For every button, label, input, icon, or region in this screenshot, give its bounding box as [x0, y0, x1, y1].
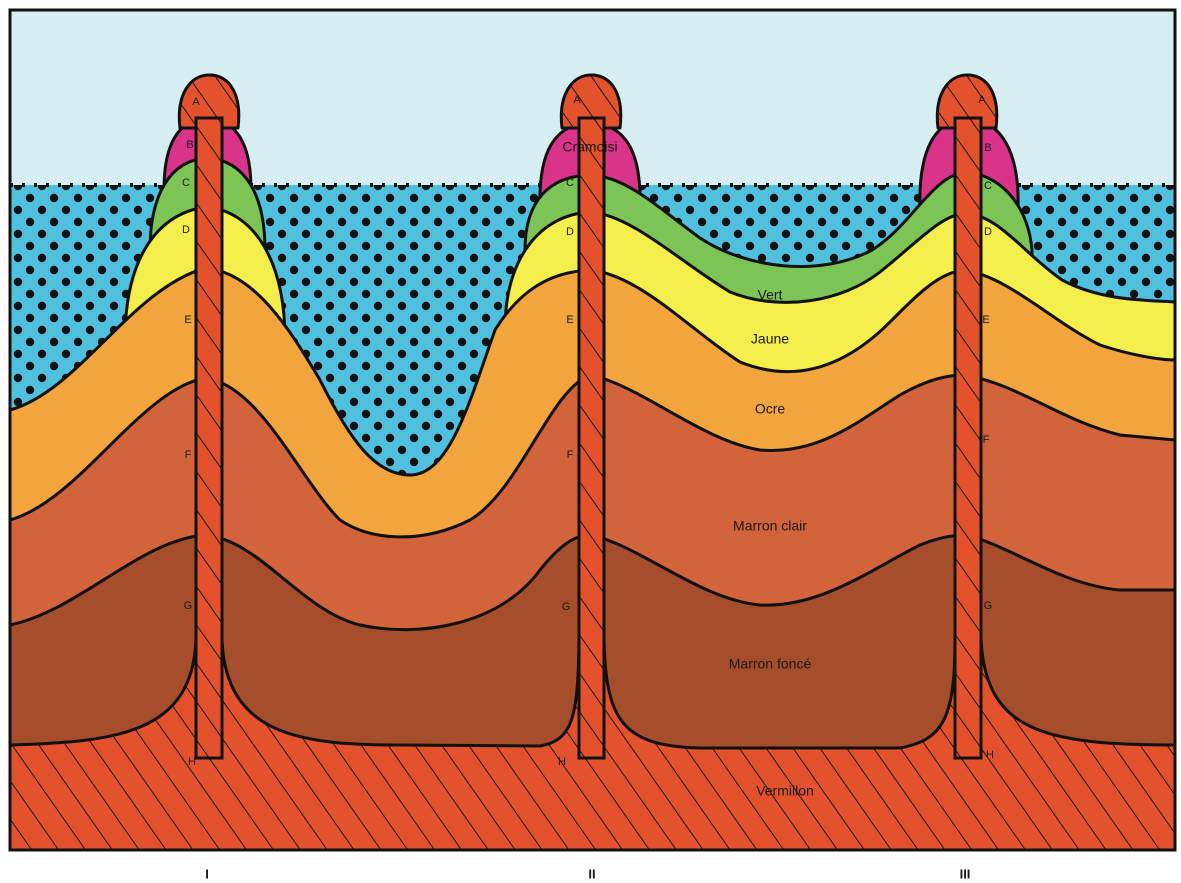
diagram: A B C D E F G H I A C D E F G H II A B C D E F G H III Cramoisi Ver… [0, 0, 1181, 883]
layer-marker: E [184, 314, 191, 326]
layer-name: Marron clair [733, 518, 807, 534]
layer-marker: F [983, 434, 990, 446]
layer-marker: E [566, 314, 573, 326]
layer-marker: A [978, 94, 986, 106]
layer-name: Vert [758, 287, 783, 303]
layer-marker: D [984, 226, 992, 238]
column [579, 118, 604, 758]
column-label: II [588, 866, 595, 881]
layer-name: Cramoisi [562, 139, 617, 155]
layer-name: Marron foncé [729, 656, 812, 672]
layer-marker: H [558, 756, 566, 768]
layer-marker: B [186, 139, 193, 151]
layer-marker: G [984, 600, 993, 612]
layer-marker: G [562, 601, 571, 613]
layer-marker: D [182, 224, 190, 236]
column [196, 118, 222, 758]
layer-marker: C [182, 177, 190, 189]
layer-name: Vermillon [756, 783, 814, 799]
layer-marker: D [566, 226, 574, 238]
layer-marker: H [188, 756, 196, 768]
layer-marker: E [982, 314, 989, 326]
column-label: I [205, 866, 209, 881]
cross-section [10, 10, 1175, 850]
layer-marker: C [566, 177, 574, 189]
layer-marker: A [192, 96, 200, 108]
layer-name: Ocre [755, 401, 786, 417]
layer-marker: A [573, 94, 581, 106]
column [955, 118, 981, 758]
column-label: III [960, 866, 971, 881]
layer-marker: F [185, 449, 192, 461]
layer-marker: B [984, 142, 991, 154]
layer-marker: G [184, 600, 193, 612]
page: A B C D E F G H I A C D E F G H II A B C D E F G H III Cramoisi Ver… [0, 0, 1181, 883]
layer-marker: C [984, 180, 992, 192]
layer-name: Jaune [751, 331, 789, 347]
layer-marker: H [986, 749, 994, 761]
layer-marker: F [567, 449, 574, 461]
